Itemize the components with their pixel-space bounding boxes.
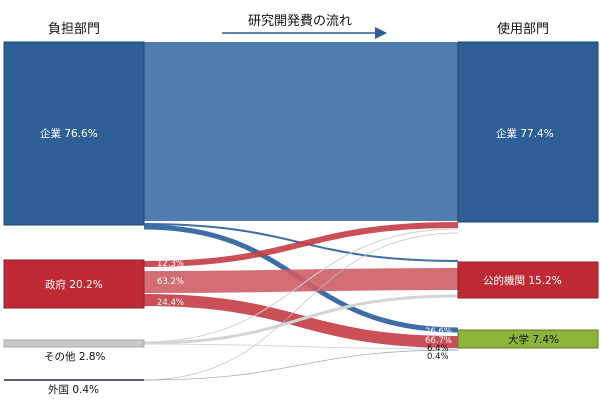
target-label-public: 公的機関 15.2% (483, 274, 562, 287)
source-node-other (3, 339, 145, 348)
target-label-corporate: 企業 77.4% (496, 127, 554, 140)
flow-other-to-corporate (143, 228, 459, 343)
source-sector-header: 負担部門 (48, 22, 100, 37)
target-node-corporate (457, 41, 599, 223)
flow-label-gov-university: 24.4% (157, 298, 184, 308)
flow-label-university-4: 0.4% (427, 352, 449, 362)
target-label-university: 大学 7.4% (508, 333, 559, 346)
source-node-foreign (4, 379, 144, 381)
flow-other-to-university (143, 343, 459, 350)
flow-corporate-to-corporate (144, 42, 458, 221)
flow-label-university-3: 6.4% (427, 344, 449, 354)
target-node-university (457, 329, 599, 349)
flow-label-gov-public: 63.2% (157, 277, 184, 287)
flow-label-university-1: 26.6% (425, 327, 452, 337)
flow-label-gov-corporate: 12.3% (157, 259, 184, 269)
source-node-corporate (3, 41, 145, 226)
flow-title: 研究開発費の流れ (248, 14, 352, 29)
flow-other-to-public (143, 294, 459, 345)
flow-foreign-to-university (143, 349, 459, 381)
flow-government-to-public (143, 268, 459, 293)
source-node-government (3, 259, 145, 309)
flow-foreign-to-corporate (143, 232, 459, 381)
source-label-foreign: 外国 0.4% (48, 384, 99, 396)
target-sector-header: 使用部門 (497, 21, 549, 37)
target-node-public (457, 261, 599, 299)
source-label-government: 政府 20.2% (45, 278, 103, 291)
source-label-other: その他 2.8% (44, 350, 106, 363)
flow-government-to-corporate (143, 222, 459, 267)
flows (143, 42, 459, 381)
source-label-corporate: 企業 76.6% (40, 127, 98, 140)
flow-government-to-university (143, 294, 459, 348)
flow-label-university-2: 66.7% (425, 336, 452, 346)
